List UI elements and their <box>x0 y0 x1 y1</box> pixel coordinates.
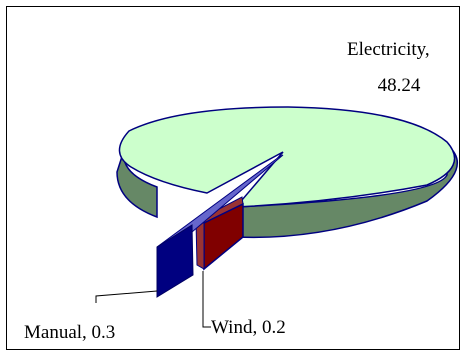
leader-line-wind <box>202 271 211 328</box>
pie-slice-manual-side <box>156 224 194 298</box>
leader-line-manual <box>95 290 158 303</box>
pie-slice-manual <box>156 154 284 298</box>
data-label-wind: Wind, 0.2 <box>211 317 286 338</box>
pie-slice-electricity-side <box>235 143 458 239</box>
chart-frame: Electricity, 48.24 Manual, 0.3 Wind, 0.2 <box>6 6 460 350</box>
pie-slice-electricity <box>116 106 458 239</box>
data-label-electricity-value: 48.24 <box>378 75 421 96</box>
pie-slice-electricity-top <box>118 106 456 208</box>
data-label-manual: Manual, 0.3 <box>24 322 115 343</box>
data-label-electricity-name: Electricity, <box>347 39 430 60</box>
pie-chart: Electricity, 48.24 Manual, 0.3 Wind, 0.2 <box>24 39 458 343</box>
